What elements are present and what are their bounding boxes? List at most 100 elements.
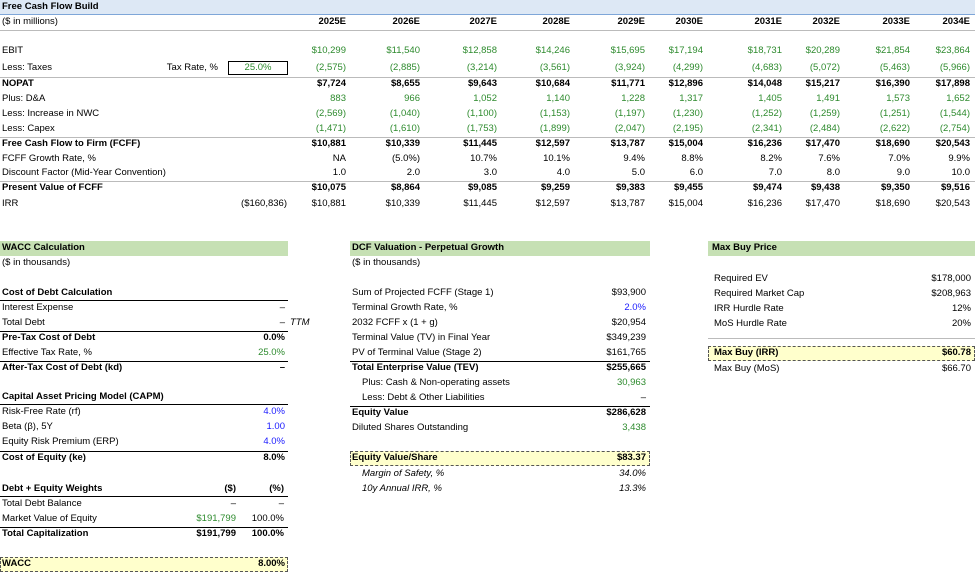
column-header: 2026E bbox=[392, 16, 420, 27]
rule bbox=[350, 406, 650, 407]
value-cell: $12,597 bbox=[535, 198, 570, 209]
value-cell: $10,299 bbox=[311, 45, 346, 56]
input-box bbox=[228, 61, 288, 75]
row-label: Debt + Equity Weights bbox=[2, 483, 103, 494]
sheet-title: Free Cash Flow Build bbox=[2, 1, 99, 12]
row-label: Free Cash Flow to Firm (FCFF) bbox=[2, 138, 141, 149]
value-cell: 0.0% bbox=[263, 332, 285, 343]
value-cell: $14,048 bbox=[747, 78, 782, 89]
row-label: After-Tax Cost of Debt (kd) bbox=[2, 362, 123, 373]
row-label: Effective Tax Rate, % bbox=[2, 347, 92, 358]
value-cell: $17,194 bbox=[668, 45, 703, 56]
row-label: Terminal Growth Rate, % bbox=[352, 302, 458, 313]
value-cell: (1,040) bbox=[389, 108, 420, 119]
value-cell: (%) bbox=[269, 483, 284, 494]
value-cell: $9,383 bbox=[615, 182, 645, 193]
value-cell: (2,484) bbox=[809, 123, 840, 134]
value-cell: (1,471) bbox=[315, 123, 346, 134]
section-band bbox=[0, 241, 288, 256]
value-cell: 1,405 bbox=[758, 93, 782, 104]
value-cell: 30,963 bbox=[616, 377, 646, 388]
row-label: Plus: Cash & Non-operating assets bbox=[362, 377, 510, 388]
value-cell: $10,881 bbox=[311, 138, 346, 149]
value-cell: 9.9% bbox=[948, 153, 970, 164]
value-cell: $191,799 bbox=[196, 528, 236, 539]
value-cell: ($160,836) bbox=[241, 198, 287, 209]
value-cell: (5,072) bbox=[809, 62, 840, 73]
row-label: Sum of Projected FCFF (Stage 1) bbox=[352, 287, 494, 298]
value-cell: $18,690 bbox=[875, 198, 910, 209]
value-cell: $17,470 bbox=[805, 198, 840, 209]
value-cell: $9,438 bbox=[810, 182, 840, 193]
rule bbox=[0, 77, 975, 78]
row-label: Cost of Equity (ke) bbox=[2, 452, 86, 463]
row-label: Less: Increase in NWC bbox=[2, 108, 100, 119]
value-cell: $18,690 bbox=[875, 138, 910, 149]
value-cell: $13,787 bbox=[610, 138, 645, 149]
value-cell: $208,963 bbox=[931, 288, 971, 299]
value-cell: $9,350 bbox=[880, 182, 910, 193]
value-cell: $9,643 bbox=[467, 78, 497, 89]
value-cell: 7.0% bbox=[888, 153, 910, 164]
value-cell: 5.0 bbox=[631, 167, 645, 178]
value-cell: $11,771 bbox=[611, 78, 645, 89]
value-cell: 10.0 bbox=[951, 167, 971, 178]
value-cell: 8.8% bbox=[681, 153, 703, 164]
value-cell: 966 bbox=[404, 93, 420, 104]
value-cell: 8.0% bbox=[263, 452, 285, 463]
value-cell: 1,052 bbox=[473, 93, 497, 104]
value-cell: (5,463) bbox=[879, 62, 910, 73]
row-label: 2032 FCFF x (1 + g) bbox=[352, 317, 438, 328]
rule bbox=[0, 137, 975, 138]
value-cell: (1,610) bbox=[389, 123, 420, 134]
value-cell: $18,731 bbox=[747, 45, 782, 56]
value-cell: 1,491 bbox=[816, 93, 840, 104]
value-cell: $12,597 bbox=[535, 138, 570, 149]
value-cell: 4.0 bbox=[556, 167, 570, 178]
value-cell: (5.0%) bbox=[392, 153, 420, 164]
value-cell: (3,561) bbox=[539, 62, 570, 73]
value-cell: 1,652 bbox=[946, 93, 970, 104]
row-label: 10y Annual IRR, % bbox=[362, 483, 442, 494]
value-cell: 10.1% bbox=[543, 153, 570, 164]
value-cell: $83.37 bbox=[616, 452, 646, 463]
rule bbox=[0, 30, 975, 31]
value-cell: 2.0 bbox=[406, 167, 420, 178]
value-cell: 13.3% bbox=[619, 483, 646, 494]
row-label: Total Debt bbox=[2, 317, 45, 328]
value-cell: 3.0 bbox=[483, 167, 497, 178]
value-cell: (2,575) bbox=[315, 62, 346, 73]
value-cell: 7.6% bbox=[818, 153, 840, 164]
title-band bbox=[0, 0, 975, 14]
value-cell: $10,075 bbox=[311, 182, 346, 193]
row-label: Less: Taxes bbox=[2, 62, 52, 73]
column-header: 2033E bbox=[882, 16, 910, 27]
section-band bbox=[350, 241, 650, 256]
value-cell: 20% bbox=[951, 318, 971, 329]
value-cell: (2,047) bbox=[614, 123, 645, 134]
value-cell: 3,438 bbox=[622, 422, 646, 433]
row-label: Required Market Cap bbox=[714, 288, 805, 299]
value-cell: (2,885) bbox=[389, 62, 420, 73]
row-label: Equity Risk Premium (ERP) bbox=[2, 436, 119, 447]
subtitle: ($ in thousands) bbox=[2, 257, 71, 268]
value-cell: $60.78 bbox=[941, 347, 971, 358]
column-header: 2034E bbox=[942, 16, 970, 27]
value-cell: $7,724 bbox=[316, 78, 346, 89]
highlight-box bbox=[0, 557, 288, 572]
value-cell: $9,085 bbox=[467, 182, 497, 193]
value-cell: – bbox=[278, 498, 284, 509]
value-cell: $11,445 bbox=[463, 198, 497, 209]
value-cell: $9,259 bbox=[540, 182, 570, 193]
value-cell: $10,339 bbox=[385, 198, 420, 209]
value-cell: $16,236 bbox=[747, 198, 782, 209]
value-cell: $17,470 bbox=[805, 138, 840, 149]
value-cell: (1,100) bbox=[466, 108, 497, 119]
value-cell: (1,251) bbox=[879, 108, 910, 119]
row-label: IRR Hurdle Rate bbox=[714, 303, 784, 314]
note: TTM bbox=[290, 317, 310, 328]
row-label: Beta (β), 5Y bbox=[2, 421, 53, 432]
value-cell: $191,799 bbox=[196, 513, 236, 524]
value-cell: 1,140 bbox=[546, 93, 570, 104]
